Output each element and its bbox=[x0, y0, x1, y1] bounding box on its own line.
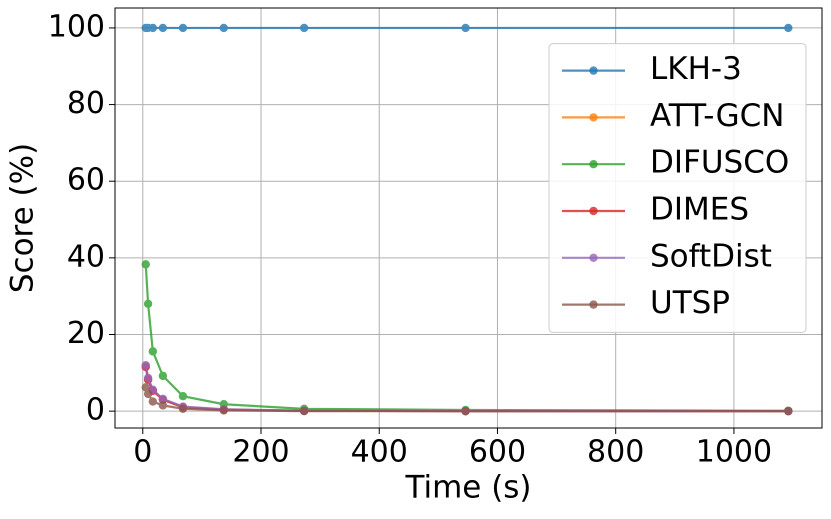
data-point bbox=[178, 391, 188, 401]
data-point bbox=[158, 394, 168, 404]
x-tick-label: 0 bbox=[133, 435, 152, 470]
plot-frame bbox=[114, 7, 823, 429]
legend-label: LKH-3 bbox=[650, 51, 742, 87]
legend-label: SoftDist bbox=[650, 238, 772, 274]
data-point bbox=[178, 404, 188, 414]
y-tick-label: 40 bbox=[67, 239, 105, 274]
legend-label: ATT-GCN bbox=[650, 98, 784, 134]
data-point bbox=[461, 23, 470, 33]
data-point bbox=[141, 360, 150, 370]
x-tick-label: 1000 bbox=[696, 435, 772, 470]
data-point bbox=[299, 23, 309, 33]
y-tick-label: 100 bbox=[48, 9, 105, 44]
legend-label: DIMES bbox=[650, 192, 749, 228]
data-point bbox=[784, 406, 793, 416]
data-point bbox=[148, 397, 158, 406]
y-axis-label: Score (%) bbox=[5, 143, 41, 293]
data-point bbox=[143, 373, 153, 382]
series bbox=[141, 23, 793, 33]
legend-marker bbox=[589, 206, 598, 216]
y-tick-label: 20 bbox=[67, 316, 105, 351]
data-point bbox=[219, 406, 228, 415]
data-point bbox=[784, 23, 793, 33]
series bbox=[141, 383, 793, 416]
y-tick-label: 0 bbox=[86, 393, 105, 428]
x-axis-label: Time (s) bbox=[404, 470, 531, 506]
data-point bbox=[219, 23, 228, 33]
data-point bbox=[143, 299, 153, 309]
data-point bbox=[158, 23, 168, 33]
legend-box bbox=[548, 43, 807, 333]
legend-marker bbox=[589, 160, 598, 169]
x-tick-label: 600 bbox=[469, 435, 526, 470]
legend-marker bbox=[589, 66, 598, 75]
legend-marker bbox=[589, 253, 598, 262]
x-tick-label: 800 bbox=[587, 435, 644, 470]
data-point bbox=[178, 23, 188, 33]
legend-label: DIFUSCO bbox=[650, 145, 789, 181]
legend-label: UTSP bbox=[650, 285, 730, 321]
x-tick-label: 400 bbox=[351, 435, 408, 470]
y-tick-label: 80 bbox=[67, 86, 105, 121]
x-tick-label: 200 bbox=[232, 435, 289, 470]
y-tick-label: 60 bbox=[67, 163, 105, 198]
data-point bbox=[141, 260, 150, 269]
legend-marker bbox=[589, 300, 598, 309]
data-point bbox=[141, 383, 150, 392]
data-point bbox=[158, 371, 168, 381]
data-point bbox=[299, 406, 309, 416]
data-point bbox=[158, 401, 168, 410]
data-point bbox=[143, 389, 153, 399]
data-point bbox=[461, 406, 470, 416]
data-point bbox=[148, 347, 158, 356]
legend-marker bbox=[589, 113, 598, 122]
data-point bbox=[148, 23, 158, 33]
